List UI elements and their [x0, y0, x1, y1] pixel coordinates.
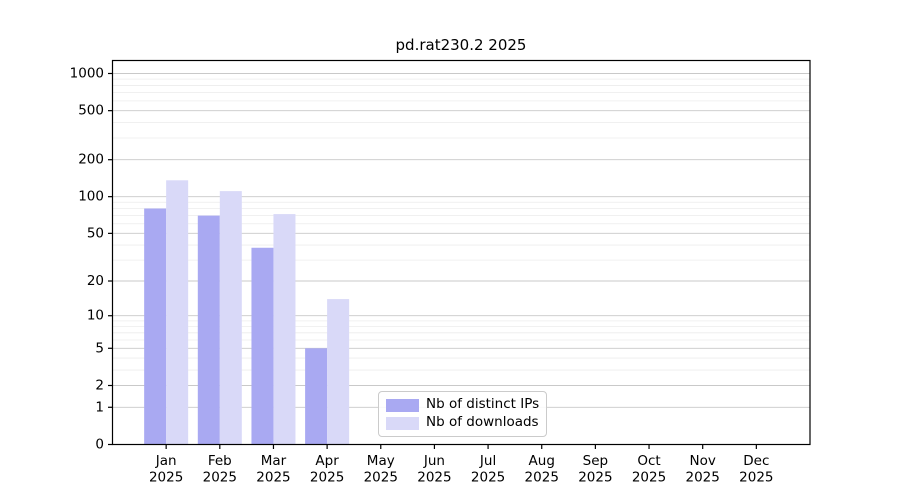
- bar-nb-of-downloads-mar-2025: [273, 214, 296, 445]
- bar-nb-of-downloads-feb-2025: [219, 191, 242, 445]
- bar-nb-of-distinct-ips-jan-2025: [144, 208, 167, 445]
- x-tick-label-nov-2025: Nov 2025: [686, 453, 720, 486]
- legend-entry-distinct-ips: Nb of distinct IPs: [386, 398, 539, 412]
- y-tick-label: 1000: [70, 65, 104, 81]
- y-tick-label: 100: [78, 189, 104, 205]
- bar-nb-of-distinct-ips-mar-2025: [251, 247, 274, 445]
- bar-nb-of-distinct-ips-apr-2025: [305, 348, 328, 445]
- legend: Nb of distinct IPs Nb of downloads: [378, 391, 547, 437]
- y-tick-label: 1: [95, 399, 104, 415]
- x-tick-label-sep-2025: Sep 2025: [578, 453, 612, 486]
- legend-label-distinct-ips: Nb of distinct IPs: [426, 396, 540, 413]
- y-tick-label: 50: [87, 225, 104, 241]
- bar-nb-of-downloads-jan-2025: [166, 180, 189, 445]
- x-tick-label-jun-2025: Jun 2025: [417, 453, 451, 486]
- legend-label-downloads: Nb of downloads: [426, 414, 539, 431]
- y-tick-label: 0: [95, 437, 104, 453]
- legend-swatch-distinct-ips: [386, 398, 419, 412]
- x-tick-label-jul-2025: Jul 2025: [471, 453, 505, 486]
- bar-nb-of-distinct-ips-feb-2025: [197, 215, 220, 445]
- x-tick-label-dec-2025: Dec 2025: [739, 453, 773, 486]
- x-tick-label-feb-2025: Feb 2025: [203, 453, 237, 486]
- x-tick-label-oct-2025: Oct 2025: [632, 453, 666, 486]
- x-tick-label-apr-2025: Apr 2025: [310, 453, 344, 486]
- y-tick-label: 200: [78, 152, 104, 168]
- bar-nb-of-downloads-apr-2025: [327, 299, 350, 445]
- chart-title: pd.rat230.2 2025: [395, 36, 527, 54]
- y-tick-label: 10: [87, 308, 104, 324]
- plot-border: [111, 59, 811, 446]
- x-tick-label-jan-2025: Jan 2025: [149, 453, 183, 486]
- y-tick-label: 2: [95, 378, 104, 394]
- legend-swatch-downloads: [386, 416, 419, 430]
- y-tick-label: 20: [87, 273, 104, 289]
- x-tick-label-aug-2025: Aug 2025: [525, 453, 559, 486]
- legend-entry-downloads: Nb of downloads: [386, 416, 539, 430]
- y-tick-label: 5: [95, 340, 104, 356]
- x-tick-label-may-2025: May 2025: [364, 453, 398, 486]
- y-tick-label: 500: [78, 103, 104, 119]
- x-tick-label-mar-2025: Mar 2025: [256, 453, 290, 486]
